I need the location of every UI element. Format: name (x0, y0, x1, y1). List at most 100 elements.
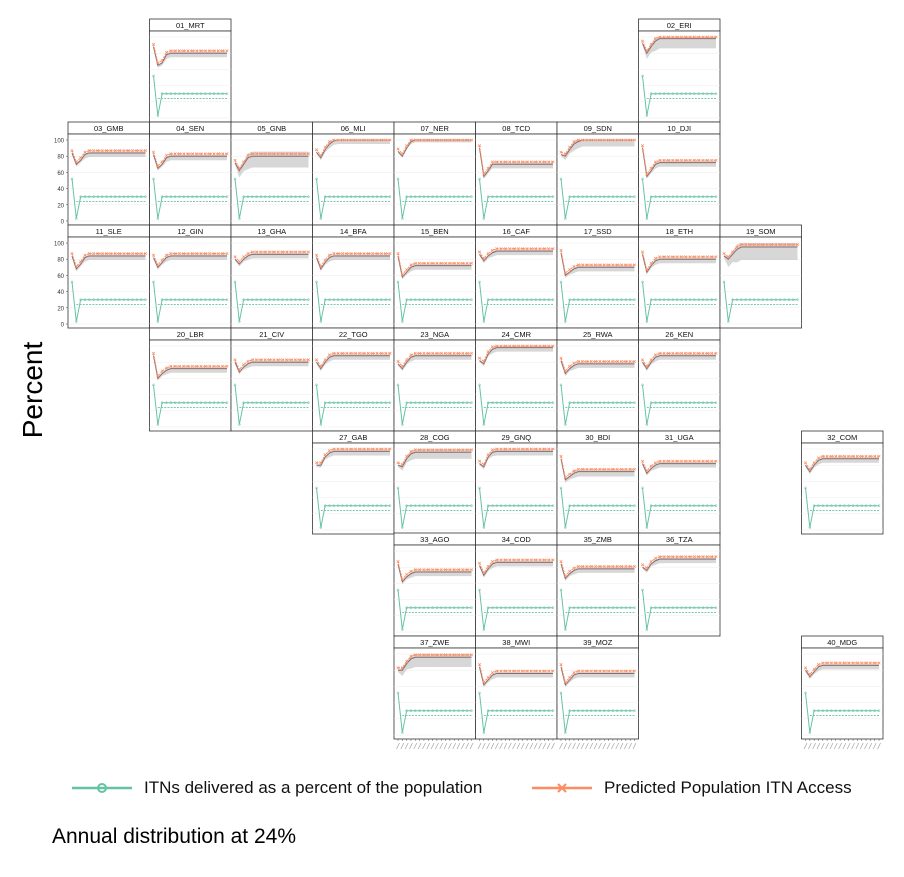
access-point (534, 558, 538, 562)
delivered-point (530, 298, 533, 301)
access-point (431, 448, 435, 452)
delivered-point (710, 92, 713, 95)
access-point (559, 356, 563, 360)
delivered-point (812, 709, 816, 712)
access-point (653, 461, 658, 465)
access-point (675, 158, 679, 162)
delivered-point (375, 298, 379, 301)
access-point (151, 253, 156, 257)
x-tick-label-mark (482, 742, 486, 750)
delivered-point (105, 298, 108, 301)
panel-title: 32_COM (827, 433, 857, 442)
access-point (499, 160, 503, 164)
delivered-point (534, 298, 537, 301)
delivered-point (367, 298, 370, 301)
delivered-point (384, 504, 387, 507)
access-point (624, 263, 628, 267)
access-point (589, 138, 593, 142)
x-tick-label-mark (567, 742, 572, 750)
access-point (490, 248, 495, 252)
panel-frame (475, 647, 558, 740)
access-point (602, 564, 606, 568)
delivered-point (572, 401, 576, 404)
delivered-point (358, 401, 361, 404)
access-point (547, 447, 551, 451)
access-point (688, 351, 692, 355)
delivered-point (422, 709, 426, 712)
panel-frame (556, 339, 639, 432)
delivered-point (860, 709, 863, 712)
access-point (126, 251, 130, 256)
delivered-point (341, 195, 344, 198)
access-point (400, 273, 404, 277)
access-point (190, 152, 194, 156)
delivered-point (662, 401, 666, 404)
delivered-point (255, 401, 258, 404)
panel-frame (556, 442, 639, 535)
access-point (551, 160, 555, 164)
access-uncertainty-band (72, 254, 146, 272)
panel-27_gab: 27_GAB (312, 430, 395, 535)
delivered-point (508, 298, 512, 301)
access-point (589, 564, 593, 568)
access-point (572, 361, 576, 365)
access-point (323, 145, 327, 149)
delivered-point (693, 195, 696, 198)
delivered-point (517, 709, 520, 712)
x-tick-label-mark (851, 742, 855, 750)
access-point (319, 153, 323, 157)
delivered-point (427, 298, 430, 301)
access-point (572, 469, 576, 473)
delivered-point (414, 709, 417, 712)
delivered-point (470, 504, 473, 507)
access-point (873, 661, 877, 665)
access-point (216, 49, 220, 53)
delivered-point (242, 195, 245, 198)
access-point (782, 243, 787, 247)
delivered-line (479, 692, 553, 733)
access-point (653, 37, 658, 41)
access-point (581, 263, 585, 267)
delivered-point (808, 526, 812, 529)
access-point (490, 448, 495, 452)
delivered-point (594, 195, 597, 198)
delivered-point (517, 401, 520, 404)
delivered-point (345, 401, 349, 404)
access-point (130, 251, 135, 256)
delivered-line (479, 589, 553, 630)
access-point (216, 251, 220, 256)
delivered-point (212, 298, 216, 301)
delivered-point (530, 195, 533, 198)
delivered-point (654, 401, 657, 404)
delivered-point (101, 298, 104, 301)
delivered-point (680, 92, 683, 95)
delivered-point (620, 606, 623, 609)
access-point (452, 138, 456, 142)
access-point (486, 166, 490, 170)
delivered-point (135, 298, 139, 301)
delivered-point (388, 195, 392, 198)
access-point (456, 261, 461, 265)
access-point (666, 158, 670, 162)
delivered-point (367, 401, 370, 404)
delivered-point (444, 401, 447, 404)
delivered-point (658, 401, 662, 404)
access-point (409, 654, 413, 658)
delivered-point (221, 195, 224, 198)
panel-frame (393, 133, 476, 226)
access-point (190, 251, 194, 256)
x-tick-label-mark (576, 742, 581, 750)
delivered-point (508, 195, 512, 198)
delivered-point (572, 504, 576, 507)
access-point (156, 61, 160, 65)
delivered-point (559, 280, 563, 284)
access-point (461, 261, 465, 265)
access-point (602, 138, 606, 142)
delivered-point (285, 298, 289, 301)
access-point (838, 661, 842, 665)
access-point (486, 453, 490, 457)
access-point (336, 351, 340, 355)
delivered-point (276, 298, 280, 301)
delivered-point (838, 709, 842, 712)
delivered-point (697, 504, 700, 507)
